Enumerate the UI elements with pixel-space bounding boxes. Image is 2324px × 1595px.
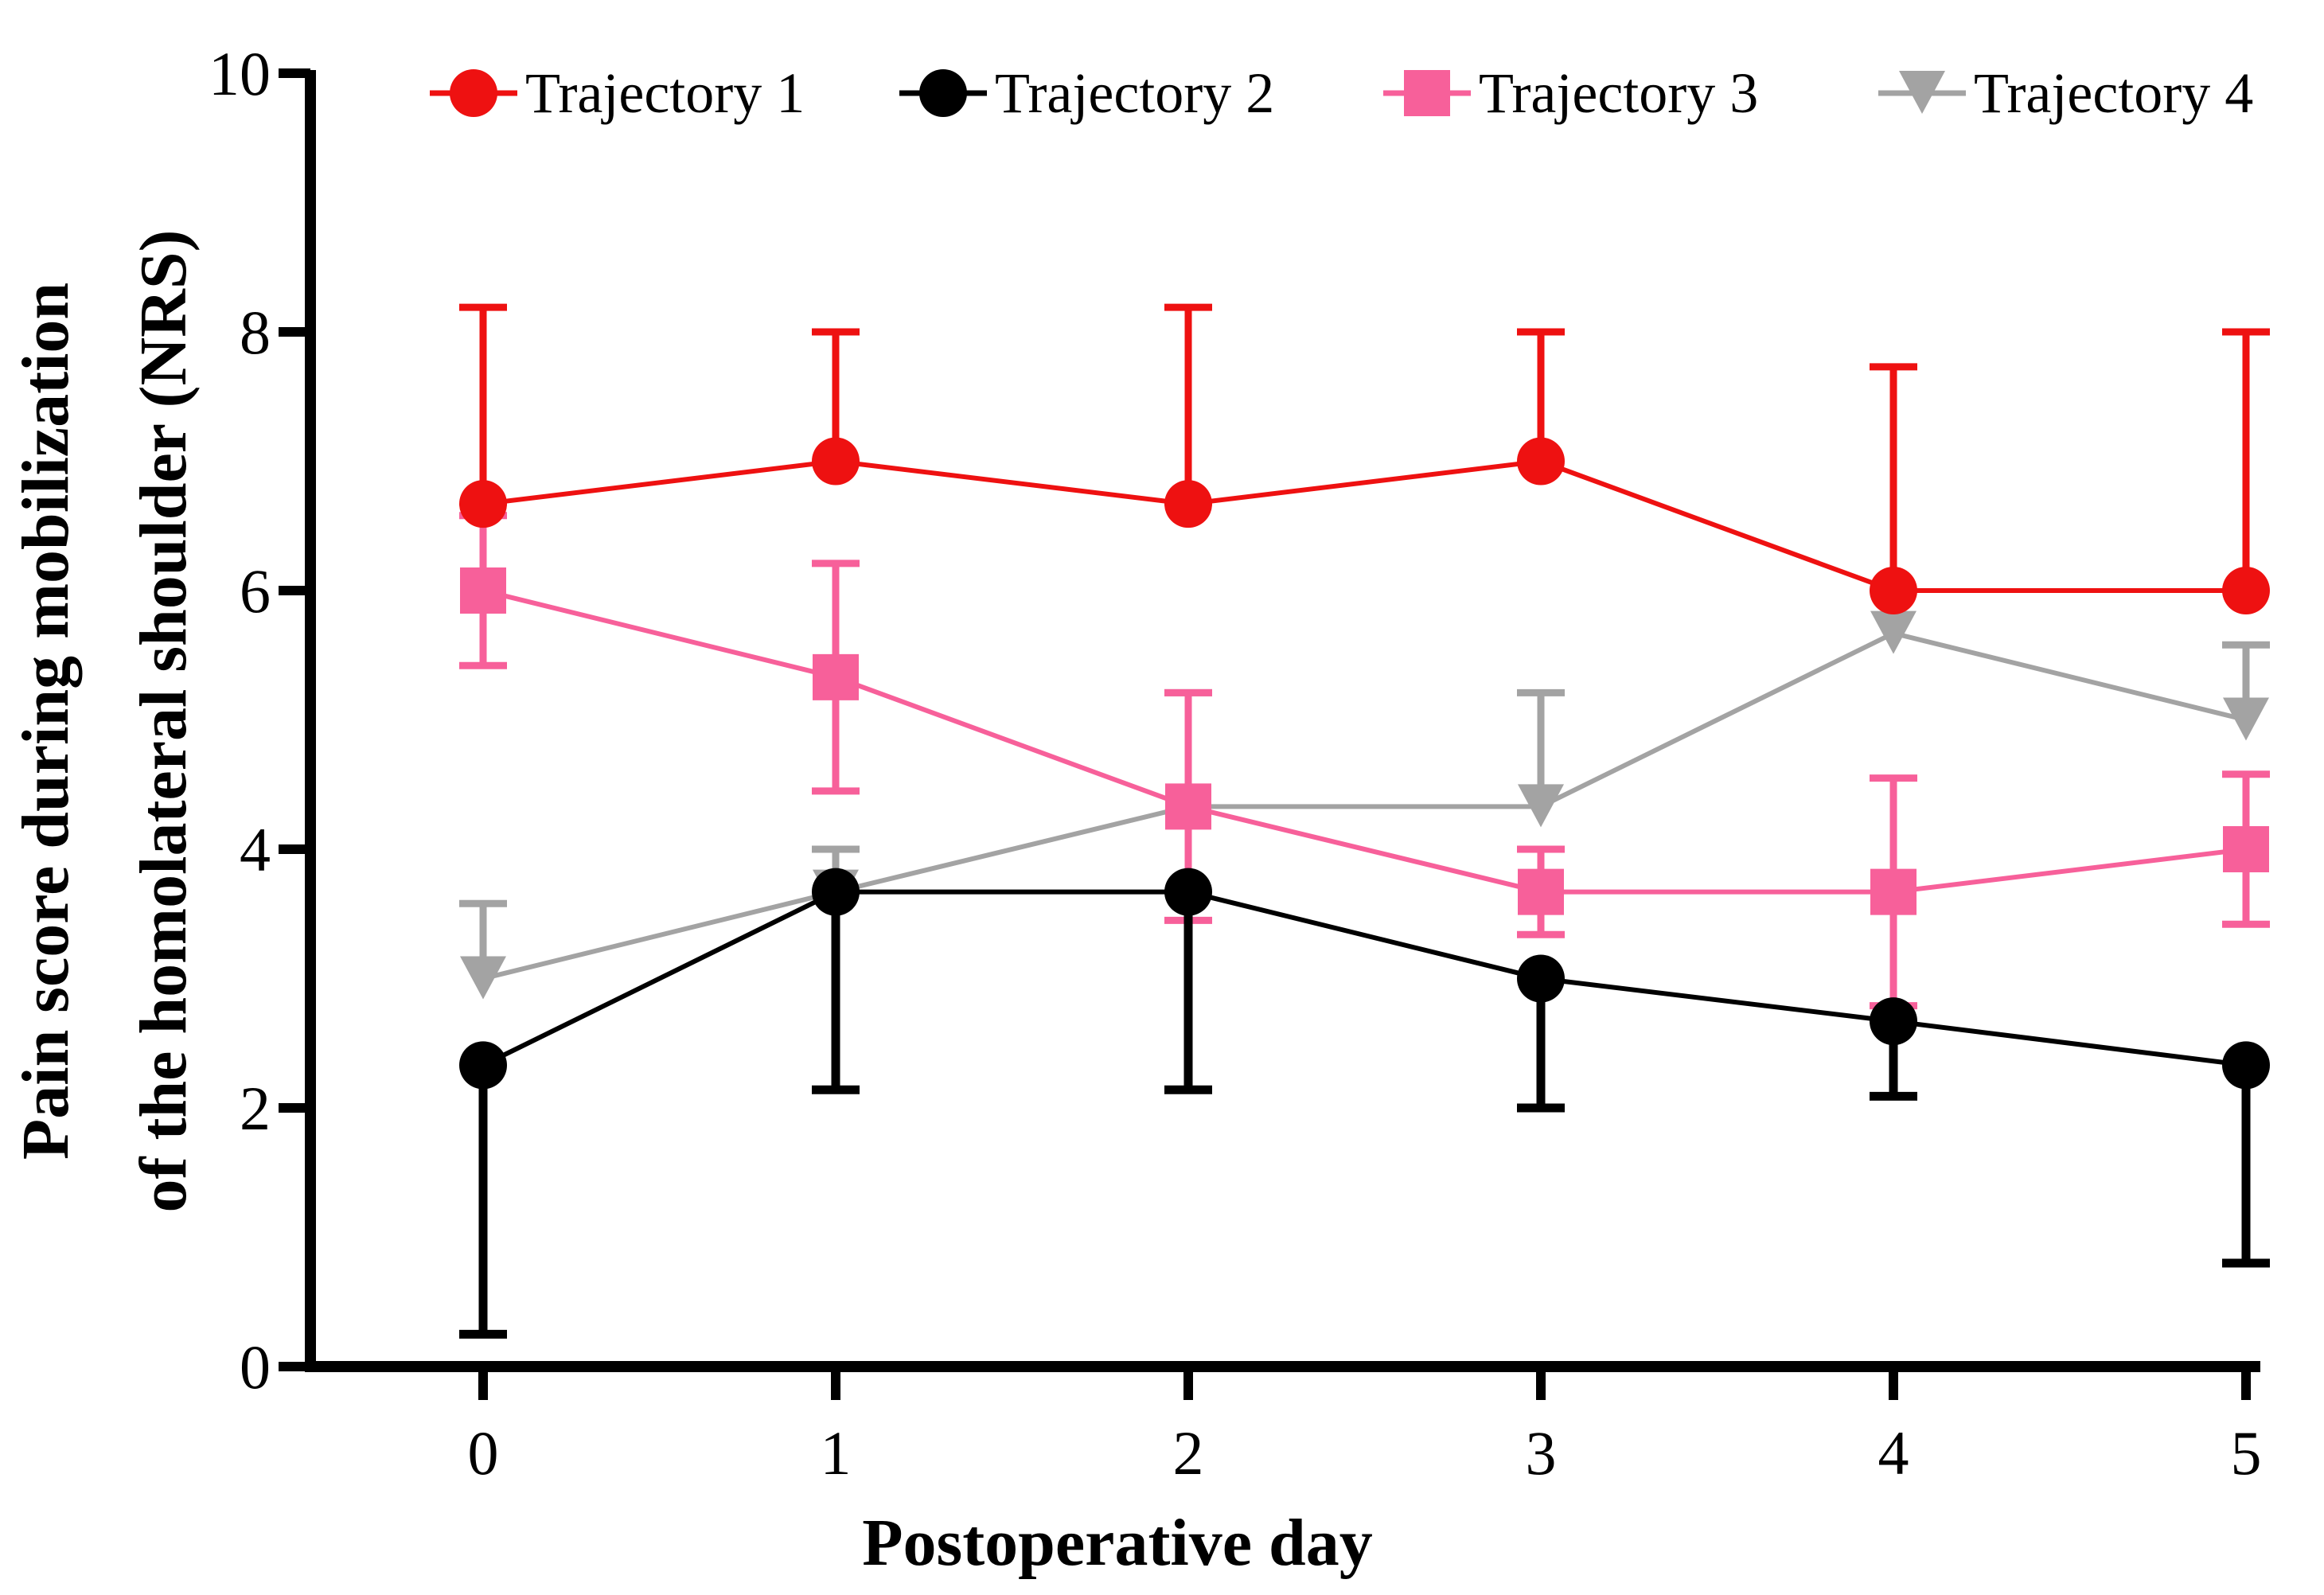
data-point <box>2222 1041 2270 1090</box>
data-point <box>2223 697 2269 741</box>
series-trajectory-3 <box>459 512 2270 1010</box>
data-point <box>460 956 506 1000</box>
legend-label: Trajectory 2 <box>995 61 1274 125</box>
y-axis-title: Pain score during mobilization of the ho… <box>9 229 201 1212</box>
legend-label: Trajectory 1 <box>525 61 805 125</box>
y-tick-label: 10 <box>209 39 271 108</box>
tick-labels: 0 2 4 6 8 10 0 1 2 3 4 5 <box>209 39 2262 1488</box>
data-point <box>459 480 507 528</box>
legend-item-1: Trajectory 1 <box>430 61 805 125</box>
data-point <box>1165 783 1211 830</box>
legend-marker <box>1899 71 1945 114</box>
data-point <box>1517 954 1565 1003</box>
x-tick-label: 1 <box>821 1418 852 1488</box>
y-axis-title-line-2: of the homolateral shoulder (NRS) <box>127 229 201 1212</box>
series-layer <box>459 303 2270 1339</box>
data-point <box>1164 480 1212 528</box>
y-tick-label: 8 <box>240 298 271 367</box>
legend-item-4: Trajectory 4 <box>1878 61 2253 125</box>
data-point <box>1518 784 1564 828</box>
x-tick-label: 2 <box>1173 1418 1204 1488</box>
y-axis-title-line-1: Pain score during mobilization <box>9 283 83 1160</box>
x-axis-title: Postoperative day <box>862 1506 1373 1580</box>
series-trajectory-1 <box>459 303 2270 614</box>
x-tick-label: 4 <box>1878 1418 1909 1488</box>
legend-item-2: Trajectory 2 <box>899 61 1274 125</box>
data-point <box>1518 868 1564 915</box>
series-trajectory-2 <box>459 868 2270 1339</box>
legend-label: Trajectory 3 <box>1479 61 1758 125</box>
y-tick-label: 6 <box>240 556 271 626</box>
legend-marker <box>1404 70 1450 116</box>
data-point <box>460 567 506 614</box>
series-line <box>482 630 2247 981</box>
data-point <box>1870 997 1917 1046</box>
axes-layer <box>279 68 2260 1400</box>
legend-label: Trajectory 4 <box>1974 61 2253 125</box>
data-point <box>2222 567 2270 614</box>
series-line <box>482 889 2247 1068</box>
y-tick-label: 2 <box>240 1074 271 1143</box>
series-line <box>482 588 2247 895</box>
data-point <box>1517 437 1565 486</box>
data-point <box>1870 868 1917 915</box>
data-point <box>459 1041 507 1090</box>
legend-marker <box>450 69 497 117</box>
data-point <box>812 437 860 486</box>
data-point <box>812 868 860 916</box>
x-tick-label: 3 <box>1526 1418 1557 1488</box>
x-tick-label: 5 <box>2231 1418 2262 1488</box>
data-point <box>813 653 859 700</box>
data-point <box>1870 610 1917 654</box>
legend-item-3: Trajectory 3 <box>1383 61 1758 125</box>
y-tick-label: 4 <box>240 815 271 884</box>
x-tick-label: 0 <box>468 1418 499 1488</box>
series-line <box>482 458 2246 593</box>
data-point <box>1870 567 1917 614</box>
data-point <box>2223 826 2269 872</box>
legend: Trajectory 1 Trajectory 2 Trajectory 3 Traj… <box>430 61 2253 125</box>
data-point <box>1164 868 1212 916</box>
legend-marker <box>919 69 967 117</box>
y-tick-label: 0 <box>240 1332 271 1402</box>
